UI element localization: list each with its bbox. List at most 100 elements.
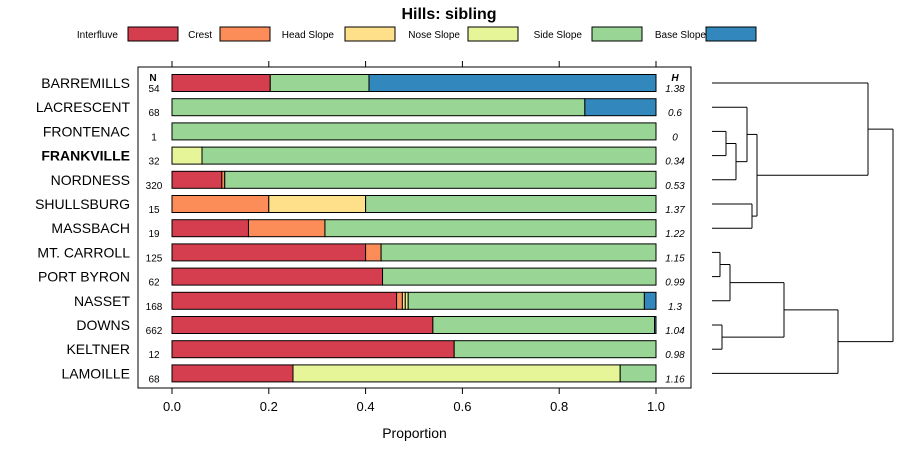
row-lacrescent: LACRESCENT 68 0.6: [36, 98, 682, 119]
bar-segment-side-slope: [432, 316, 656, 334]
row-label: KELTNER: [66, 341, 130, 357]
row-h-value: 1.15: [665, 253, 685, 264]
row-label: DOWNS: [76, 317, 130, 333]
row-mt-carroll: MT. CARROLL 125 1.15: [37, 243, 685, 264]
row-h-value: 0.98: [665, 350, 685, 361]
row-h-value: 1.3: [668, 302, 682, 313]
row-frontenac: FRONTENAC 1 0: [43, 122, 678, 143]
x-axis-title: Proportion: [382, 425, 447, 441]
bar-segment-side-slope: [365, 195, 657, 213]
bar-segment-interfluve: [171, 219, 249, 238]
bar-segment-side-slope: [324, 219, 657, 238]
legend-swatch-base-slope: [705, 26, 757, 42]
row-h-value: 1.16: [665, 374, 685, 385]
bar-segment-base-slope: [643, 291, 657, 310]
bar-segment-interfluve: [171, 243, 367, 262]
row-port-byron: PORT BYRON 62 0.99: [38, 267, 685, 289]
legend-label-base-slope: Base Slope: [655, 30, 707, 41]
legend-swatch-side-slope: [591, 26, 643, 42]
bar-segment-side-slope: [201, 146, 657, 165]
bar-segment-side-slope: [382, 267, 657, 286]
row-downs: DOWNS 662 1.04: [76, 316, 685, 337]
bar-segment-base-slope: [584, 98, 657, 117]
row-label: PORT BYRON: [38, 269, 130, 285]
chart-title: Hills: sibling: [401, 6, 496, 23]
row-label: FRANKVILLE: [41, 148, 130, 164]
row-n-value: 662: [146, 326, 163, 337]
bar-segment-side-slope: [453, 340, 657, 359]
row-n-value: 168: [146, 302, 163, 313]
bar-segment-crest: [247, 219, 326, 238]
row-h-value: 1.37: [665, 205, 685, 216]
bar-segment-nose-slope: [171, 146, 203, 165]
legend-label-side-slope: Side Slope: [534, 30, 583, 41]
bar-segment-interfluve: [171, 74, 271, 92]
row-h-value: 0.6: [668, 108, 682, 119]
row-n-value: 19: [148, 229, 160, 240]
x-tick-label: 0.0: [163, 399, 181, 414]
bar-segment-interfluve: [171, 340, 455, 359]
row-h-value: 0.34: [665, 157, 685, 168]
row-label: SHULLSBURG: [35, 196, 130, 212]
row-nasset: NASSET 168 1.3: [74, 291, 682, 313]
bar-segment-interfluve: [171, 364, 294, 383]
row-h-value: 1.22: [665, 229, 685, 240]
bar-segment-crest: [396, 291, 403, 310]
row-n-value: 54: [148, 84, 160, 95]
row-nordness: NORDNESS 320 0.53: [51, 170, 685, 192]
row-n-value: 12: [148, 350, 160, 361]
row-h-value: 0.99: [665, 278, 685, 289]
bar-segment-head-slope: [268, 195, 367, 213]
h-column-header: H: [671, 73, 679, 84]
bar-rows: BARREMILLS 54 1.38 LACRESCENT 68 0.6 FRONTENAC…: [35, 74, 685, 385]
legend-swatch-interfluve: [127, 26, 179, 42]
row-n-value: 15: [148, 205, 160, 216]
row-n-value: 68: [148, 108, 160, 119]
row-label: FRONTENAC: [43, 123, 130, 139]
bar-segment-side-slope: [380, 243, 657, 262]
row-massbach: MASSBACH 19 1.22: [51, 219, 685, 240]
row-label: LACRESCENT: [36, 99, 131, 115]
row-n-value: 32: [148, 157, 160, 168]
row-label: NORDNESS: [51, 172, 130, 188]
bar-segment-side-slope: [171, 98, 586, 117]
bar-segment-side-slope: [619, 364, 657, 383]
bar-segment-crest: [171, 195, 270, 213]
row-n-value: 1: [151, 132, 157, 143]
x-axis: 0.0 0.2 0.4 0.6 0.8 1.0: [163, 61, 665, 414]
x-tick-label: 0.2: [260, 399, 278, 414]
x-tick-label: 1.0: [647, 399, 665, 414]
plot-frame: [137, 66, 692, 389]
legend: Interfluve Crest Head Slope Nose Slope Side …: [77, 26, 757, 42]
bar-segment-interfluve: [171, 291, 398, 310]
row-n-value: 62: [148, 278, 160, 289]
bar-segment-side-slope: [171, 122, 657, 141]
legend-label-crest: Crest: [188, 30, 212, 41]
row-h-value: 1.38: [665, 84, 685, 95]
legend-swatch-head-slope: [344, 26, 396, 42]
row-barremills: BARREMILLS 54 1.38: [41, 74, 685, 95]
row-n-value: 125: [146, 253, 163, 264]
bar-segment-interfluve: [171, 316, 434, 334]
dendrogram: [712, 82, 894, 374]
legend-label-head-slope: Head Slope: [282, 30, 335, 41]
x-tick-label: 0.6: [453, 399, 471, 414]
bar-segment-interfluve: [171, 267, 384, 286]
row-lamoille: LAMOILLE 68 1.16: [62, 364, 685, 385]
row-keltner: KELTNER 12 0.98: [66, 340, 685, 361]
x-tick-label: 0.8: [550, 399, 568, 414]
bar-segment-base-slope: [368, 74, 657, 92]
bar-segment-nose-slope: [292, 364, 621, 383]
row-shullsburg: SHULLSBURG 15 1.37: [35, 195, 685, 216]
row-h-value: 0: [672, 132, 678, 143]
bar-segment-side-slope: [407, 291, 645, 310]
row-n-value: 68: [148, 374, 160, 385]
row-h-value: 0.53: [665, 181, 685, 192]
row-label: LAMOILLE: [62, 365, 130, 381]
legend-swatch-crest: [219, 26, 271, 42]
row-label: BARREMILLS: [41, 75, 130, 91]
legend-label-nose-slope: Nose Slope: [408, 30, 460, 41]
row-n-value: 320: [146, 181, 163, 192]
row-h-value: 1.04: [665, 326, 685, 337]
